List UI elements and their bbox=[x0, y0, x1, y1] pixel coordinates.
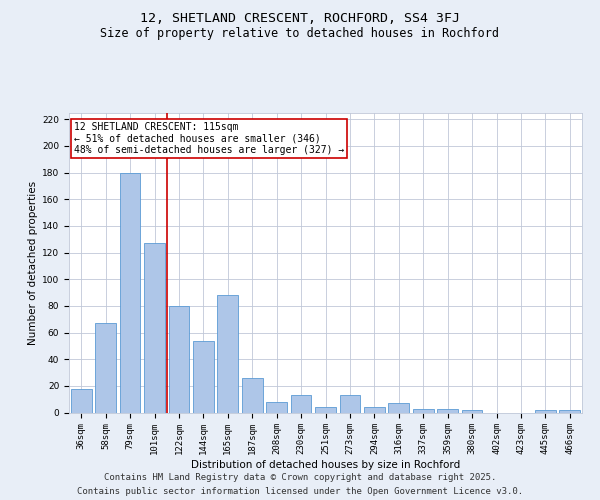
X-axis label: Distribution of detached houses by size in Rochford: Distribution of detached houses by size … bbox=[191, 460, 460, 470]
Text: 12, SHETLAND CRESCENT, ROCHFORD, SS4 3FJ: 12, SHETLAND CRESCENT, ROCHFORD, SS4 3FJ bbox=[140, 12, 460, 26]
Text: Contains HM Land Registry data © Crown copyright and database right 2025.: Contains HM Land Registry data © Crown c… bbox=[104, 472, 496, 482]
Bar bbox=[290, 395, 311, 412]
Bar bbox=[217, 295, 238, 412]
Bar bbox=[169, 306, 190, 412]
Text: 12 SHETLAND CRESCENT: 115sqm
← 51% of detached houses are smaller (346)
48% of s: 12 SHETLAND CRESCENT: 115sqm ← 51% of de… bbox=[74, 122, 344, 154]
Bar bbox=[461, 410, 482, 412]
Bar bbox=[119, 172, 140, 412]
Bar bbox=[193, 340, 214, 412]
Text: Size of property relative to detached houses in Rochford: Size of property relative to detached ho… bbox=[101, 28, 499, 40]
Bar bbox=[266, 402, 287, 412]
Y-axis label: Number of detached properties: Number of detached properties bbox=[28, 180, 38, 344]
Bar bbox=[364, 407, 385, 412]
Bar bbox=[71, 388, 92, 412]
Bar bbox=[340, 395, 361, 412]
Bar bbox=[437, 408, 458, 412]
Bar bbox=[315, 407, 336, 412]
Text: Contains public sector information licensed under the Open Government Licence v3: Contains public sector information licen… bbox=[77, 488, 523, 496]
Bar bbox=[388, 403, 409, 412]
Bar bbox=[535, 410, 556, 412]
Bar bbox=[144, 243, 165, 412]
Bar bbox=[242, 378, 263, 412]
Bar bbox=[95, 323, 116, 412]
Bar bbox=[559, 410, 580, 412]
Bar bbox=[413, 408, 434, 412]
